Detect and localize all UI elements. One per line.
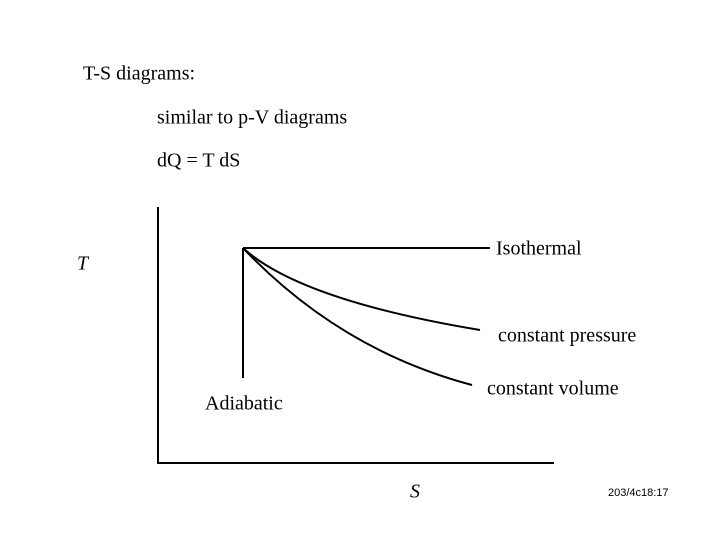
y-axis-label: T xyxy=(77,253,90,275)
curve-label: constant pressure xyxy=(498,325,636,347)
constant-volume-curve xyxy=(242,247,473,386)
bullet: similar to p-V diagrams xyxy=(157,107,347,129)
footer-stamp: 203/4c18:17 xyxy=(608,487,669,499)
curve-label: Adiabatic xyxy=(205,393,283,415)
bullet: dQ = T dS xyxy=(157,150,240,172)
constant-pressure-curve xyxy=(242,247,481,331)
x-axis-label: S xyxy=(410,481,420,503)
curve-label: Isothermal xyxy=(496,238,582,260)
curve-label: constant volume xyxy=(487,378,619,400)
slide-title: T-S diagrams: xyxy=(83,63,195,85)
